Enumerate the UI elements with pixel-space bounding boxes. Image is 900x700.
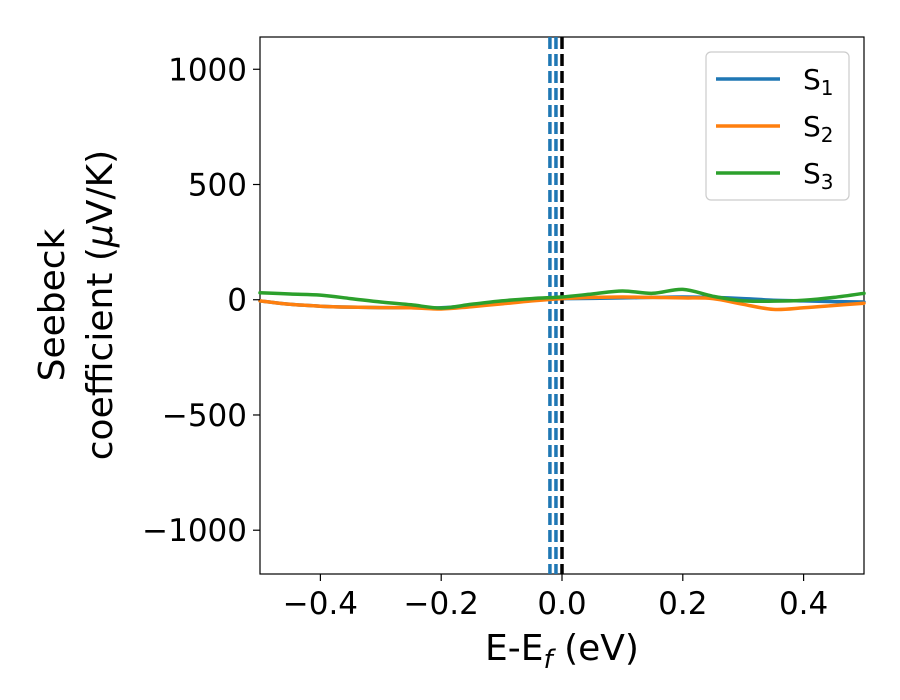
x-tick-label: −0.2 [404, 586, 479, 622]
legend: S1 S2 S3 [705, 51, 850, 201]
legend-items: S1 S2 S3 [716, 63, 834, 194]
series-line-s3 [258, 287, 866, 310]
x-axis-title: E-Ef (eV) [485, 628, 639, 675]
y-tick-label: 1000 [168, 52, 247, 88]
y-tick-label: −500 [162, 398, 247, 434]
x-tick-label: 0.4 [779, 586, 828, 622]
reference-lines [548, 37, 564, 574]
legend-label-s1: S1 [803, 63, 834, 100]
y-axis-title-line2: coefficient (μV/K) [80, 150, 121, 460]
y-tick-label: −1000 [142, 513, 247, 549]
y-tick-label: 500 [188, 168, 247, 204]
x-tick-label: −0.4 [283, 586, 358, 622]
x-tick-label: 0.0 [537, 586, 586, 622]
x-axis-ticks: −0.4 −0.2 0.0 0.2 0.4 [283, 574, 828, 622]
x-tick-label: 0.2 [658, 586, 707, 622]
series-lines [258, 287, 866, 312]
y-axis-title-line1: Seebeck [32, 228, 73, 381]
legend-label-s2: S2 [803, 110, 834, 147]
legend-label-s3: S3 [803, 157, 834, 194]
y-axis-ticks: 1000 500 0 −500 −1000 [142, 52, 260, 549]
y-tick-label: 0 [227, 283, 247, 319]
